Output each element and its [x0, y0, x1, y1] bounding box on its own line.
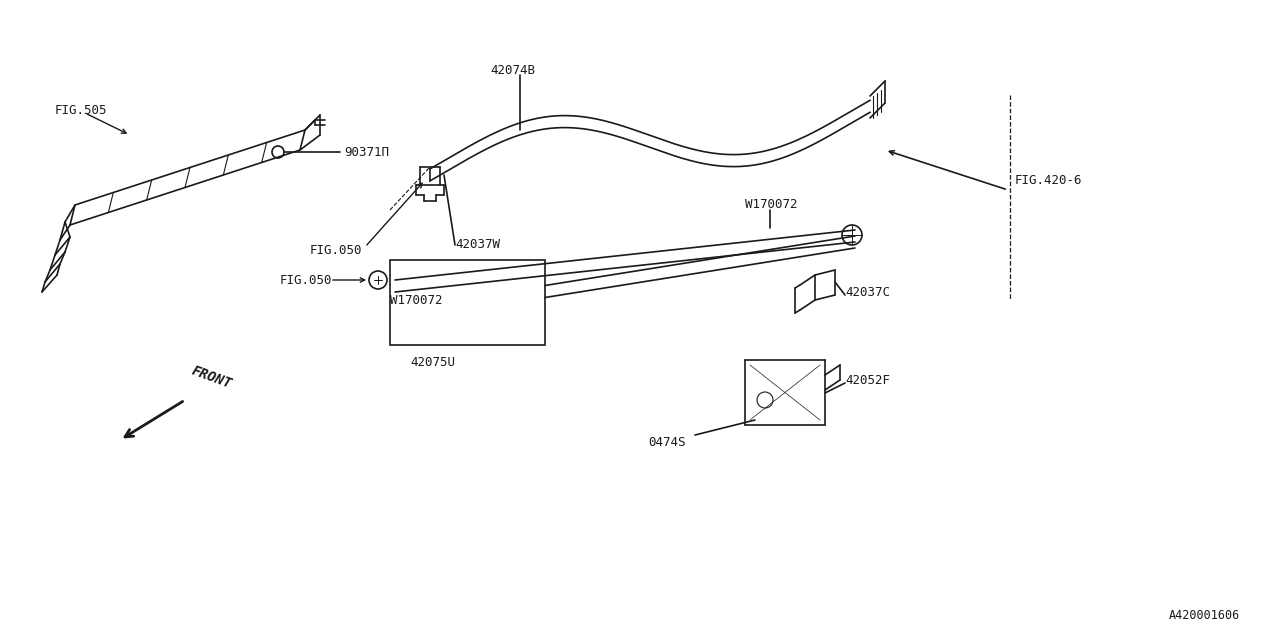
Text: FRONT: FRONT	[189, 364, 234, 391]
Text: 42074B: 42074B	[490, 63, 535, 77]
Text: FIG.050: FIG.050	[280, 273, 333, 287]
Text: FIG.420-6: FIG.420-6	[1015, 173, 1083, 186]
Text: 42075U: 42075U	[410, 355, 454, 369]
Text: 42037W: 42037W	[454, 239, 500, 252]
Text: 42037C: 42037C	[845, 285, 890, 298]
Text: A420001606: A420001606	[1169, 609, 1240, 622]
Text: 90371Π: 90371Π	[344, 145, 389, 159]
Text: 0474S: 0474S	[648, 435, 686, 449]
Text: W170072: W170072	[390, 294, 443, 307]
Text: W170072: W170072	[745, 198, 797, 211]
Text: 42052F: 42052F	[845, 374, 890, 387]
Bar	[390, 260, 545, 345]
Text: FIG.050: FIG.050	[310, 243, 362, 257]
Text: FIG.505: FIG.505	[55, 104, 108, 116]
